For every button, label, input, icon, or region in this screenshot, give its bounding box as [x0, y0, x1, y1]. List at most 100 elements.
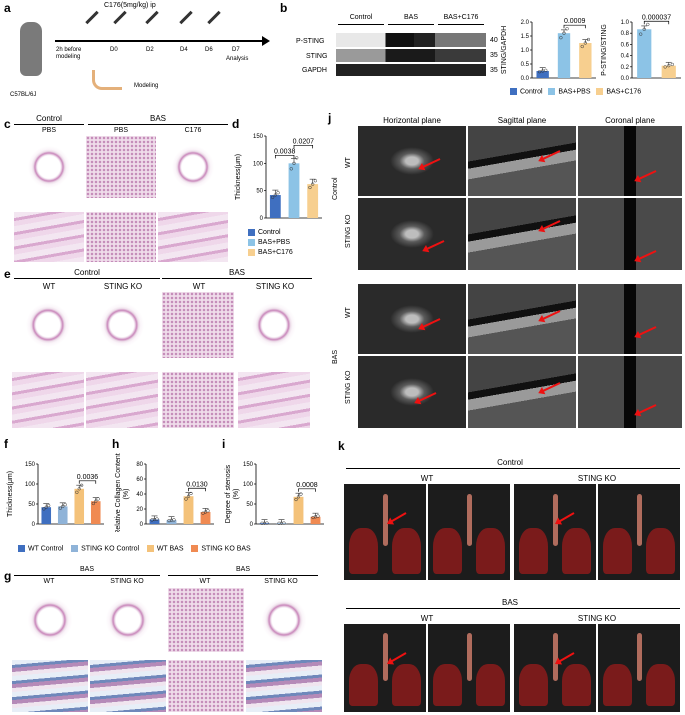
e-header-control: Control: [74, 268, 100, 277]
panel-label-i: i: [222, 437, 226, 451]
y-tick-label: 0.8: [621, 31, 630, 37]
he-zoom-control: [14, 212, 84, 262]
data-point: [537, 70, 542, 74]
data-point: [262, 521, 267, 525]
significance-bracket: [643, 20, 670, 25]
y-axis-label: (%): [123, 489, 130, 500]
band-label-gapdh: GAPDH: [302, 67, 327, 74]
data-point: [316, 514, 320, 518]
wb-group-bas: BAS: [403, 14, 418, 21]
data-point: [150, 518, 154, 522]
data-point: [646, 22, 650, 27]
y-tick-label: 150: [253, 134, 264, 140]
y-tick-label: 100: [25, 482, 36, 488]
j-row-wt-2: WT: [345, 307, 352, 318]
y-axis-label: STING/GAPDH: [501, 26, 508, 74]
mt-zoom-4: [246, 660, 322, 712]
e-header-bas: BAS: [228, 268, 245, 277]
k-col-ko-control: STING KO: [577, 474, 617, 483]
wb-group-bas-c176: BAS+C176: [443, 14, 479, 21]
band-label-p-sting: P-STING: [296, 38, 325, 45]
panel-label-g: g: [4, 569, 12, 583]
he-image-e-2: [86, 292, 158, 358]
bar: [183, 496, 194, 524]
k-header-control: Control: [497, 458, 523, 467]
blot-p-sting: [336, 33, 486, 47]
data-point: [562, 31, 566, 35]
recon-8: [598, 624, 680, 712]
p-value-label: 0.0207: [293, 138, 315, 145]
he-zoom-bas-pbs: [86, 212, 156, 262]
bar: [536, 71, 549, 78]
data-point: [639, 32, 643, 36]
bar: [57, 506, 68, 524]
timepoint-d6: D6: [205, 47, 213, 53]
panel-label-e: e: [4, 267, 11, 281]
y-axis-label: Thickness(μm): [235, 154, 242, 200]
blot-gapdh: [336, 64, 486, 76]
g-col-ko-1: STING KO: [110, 578, 144, 585]
data-point: [295, 156, 299, 160]
y-tick-label: 150: [25, 462, 36, 468]
mt-zoom-1: [12, 660, 88, 712]
syringe-icon: [145, 10, 159, 25]
panel-label-h: h: [112, 437, 120, 451]
data-point: [289, 167, 293, 171]
data-point: [75, 490, 79, 494]
j-row-ko-1: STING KO: [345, 214, 352, 248]
y-tick-label: 50: [246, 502, 253, 508]
plane-horizontal: Horizontal plane: [383, 116, 441, 125]
data-point: [186, 494, 191, 498]
bar: [276, 523, 287, 524]
y-tick-label: 50: [256, 189, 263, 195]
significance-bracket: [293, 144, 314, 149]
data-point: [580, 44, 584, 49]
data-point: [583, 41, 587, 45]
p-value-label: 0.0009: [564, 18, 586, 25]
y-tick-label: 0.6: [621, 42, 630, 48]
legend-b: Control BAS+PBS BAS+C176: [510, 88, 641, 96]
ct-c-4: [578, 356, 682, 428]
p-value-label: 0.0008: [296, 482, 318, 489]
p-value-label: 0.0130: [186, 481, 208, 488]
before-modeling-label: 2h before modeling: [56, 47, 82, 60]
timepoint-d0: D0: [110, 47, 118, 53]
data-point: [541, 69, 545, 73]
j-row-wt-1: WT: [345, 157, 352, 168]
ct-h-2: [358, 198, 466, 270]
mt-zoom-2: [90, 660, 166, 712]
he-zoom-e-4: [238, 372, 310, 428]
c-col-pbs-1: PBS: [41, 127, 56, 134]
data-point: [279, 521, 284, 525]
data-point: [311, 182, 315, 186]
mt-image-1: [12, 588, 88, 652]
syringe-icon: [207, 10, 221, 25]
mt-image-3: [168, 588, 244, 652]
data-point: [42, 507, 46, 511]
mt-image-4: [246, 588, 322, 652]
chart-psting-sting: 0.0 0.2 0.4 0.6 0.8 1.0 P-STING/STING 0.000037: [601, 14, 681, 82]
y-tick-label: 150: [243, 462, 254, 468]
he-image-bas-pbs: [86, 136, 156, 198]
bar: [661, 65, 676, 78]
plane-coronal: Coronal plane: [605, 116, 655, 125]
data-point: [167, 518, 171, 523]
he-image-e-4: [238, 292, 310, 358]
data-point: [273, 193, 277, 197]
significance-bracket: [188, 487, 206, 492]
dose-label: C176(5mg/kg) ip: [104, 2, 156, 9]
p-value-label: 0.0036: [77, 474, 99, 481]
y-tick-label: 40: [136, 492, 143, 498]
ct-s-3: [468, 284, 576, 354]
data-point: [270, 195, 275, 199]
bar: [166, 520, 177, 524]
g-col-wt-2: WT: [199, 578, 211, 585]
panel-label-d: d: [232, 117, 240, 131]
bar: [307, 184, 319, 218]
c-col-c176: C176: [184, 127, 202, 134]
data-point: [667, 64, 671, 68]
e-col-ko-control: STING KO: [103, 282, 143, 291]
y-axis-label: Relative Collagen Content: [115, 453, 122, 532]
y-tick-label: 1.0: [621, 20, 630, 26]
recon-7: [514, 624, 596, 712]
